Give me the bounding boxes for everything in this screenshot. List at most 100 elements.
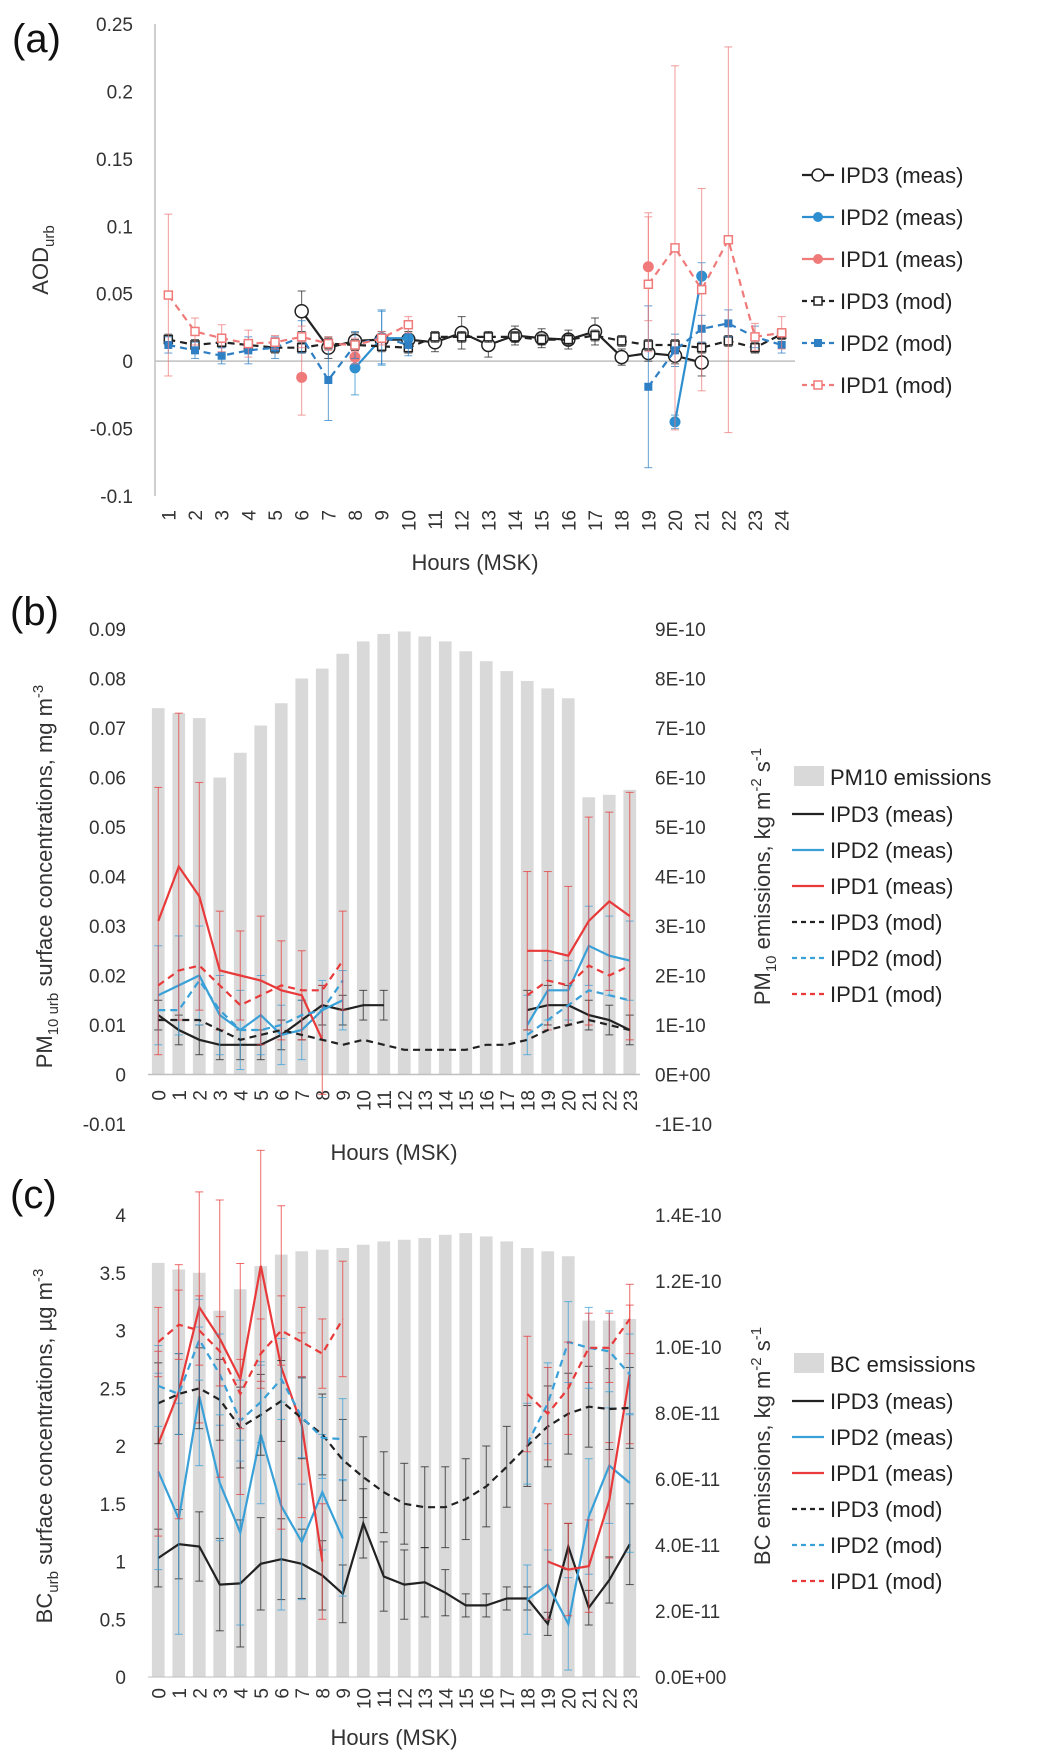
x-axis-label: Hours (MSK) — [330, 1725, 457, 1750]
data-point — [323, 338, 334, 349]
emission-bar — [356, 641, 370, 1075]
data-point — [217, 351, 226, 360]
y-tick-label: -0.1 — [100, 487, 133, 508]
data-point — [349, 362, 361, 374]
series-line — [157, 1318, 344, 1397]
x-tick-label: 4 — [231, 1090, 252, 1101]
series-ipd1-mod- — [163, 46, 787, 434]
x-tick-label: 6 — [272, 1688, 293, 1699]
emission-bar — [438, 641, 452, 1075]
y2-tick-label: -1E-10 — [655, 1115, 712, 1136]
y-tick-label: 1 — [115, 1553, 126, 1574]
x-tick-label: 17 — [586, 510, 607, 531]
x-tick-label: 20 — [559, 1090, 580, 1111]
x-tick-label: 4 — [239, 510, 260, 521]
y-tick-label: 0.09 — [89, 620, 126, 641]
emission-bar — [500, 671, 514, 1075]
series-line — [673, 276, 703, 422]
y2-tick-label: 2.0E-11 — [655, 1602, 720, 1623]
x-tick-label: 17 — [498, 1688, 519, 1709]
emission-bar — [254, 725, 268, 1075]
x-tick-label: 2 — [186, 510, 207, 521]
x-tick-label: 22 — [600, 1688, 621, 1709]
emission-bar — [418, 636, 432, 1075]
data-point — [216, 333, 227, 343]
data-point — [430, 332, 440, 342]
y-tick-label: 0.01 — [89, 1016, 126, 1037]
series-line — [167, 294, 409, 347]
y-tick-label: 0.02 — [89, 967, 126, 988]
y-tick-label: 3 — [115, 1322, 126, 1343]
x-tick-label: 19 — [539, 1090, 560, 1111]
legend-swatch — [794, 766, 824, 786]
x-tick-label: 13 — [416, 1090, 437, 1111]
x-tick-label: 5 — [252, 1688, 273, 1699]
legend-label: IPD3 (mod) — [830, 910, 942, 935]
data-point — [750, 332, 760, 342]
x-tick-label: 18 — [518, 1688, 539, 1709]
x-tick-label: 23 — [621, 1090, 642, 1111]
x-tick-label: 16 — [559, 510, 580, 531]
data-point — [376, 333, 387, 343]
legend-swatch — [794, 1353, 824, 1373]
x-tick-label: 8 — [346, 510, 367, 521]
y-tick-label: 0.03 — [89, 917, 126, 938]
emission-bar — [459, 651, 473, 1075]
legend-label: IPD1 (meas) — [840, 247, 963, 272]
series-line — [647, 322, 783, 388]
series-ipd1-meas- — [154, 1149, 634, 1620]
x-tick-label: 5 — [252, 1090, 273, 1101]
data-point — [696, 284, 707, 295]
legend-label: IPD3 (mod) — [830, 1497, 942, 1522]
x-tick-label: 7 — [293, 1688, 314, 1699]
y-tick-label: 0 — [115, 1668, 126, 1689]
legend-label: PM10 emissions — [830, 765, 991, 790]
series-line — [157, 959, 344, 1007]
legend-label: IPD3 (meas) — [830, 802, 953, 827]
series-line — [157, 1387, 630, 1509]
chart-panel-2: (b) -1E-10 0E+00 1E-10 2E-10 3E-10 4E-10 5E-10 6… — [10, 590, 991, 1165]
x-tick-label: 21 — [693, 510, 714, 531]
x-tick-label: 7 — [293, 1090, 314, 1101]
series-line — [157, 864, 324, 1041]
legend-label: IPD1 (meas) — [830, 1461, 953, 1486]
data-point — [723, 235, 734, 245]
x-tick-label: 24 — [773, 510, 794, 532]
x-tick-label: 6 — [272, 1090, 293, 1101]
x-tick-label: 5 — [266, 510, 287, 521]
y-tick-label: 0.06 — [89, 769, 126, 790]
x-tick-label: 11 — [426, 510, 447, 530]
series-line — [526, 1463, 631, 1628]
x-tick-label: 19 — [539, 1688, 560, 1709]
y2-tick-label: 2E-10 — [655, 967, 706, 988]
x-tick-label: 9 — [373, 510, 394, 521]
y-tick-label: 0.08 — [89, 670, 126, 691]
y2-tick-label: 4E-10 — [655, 868, 706, 889]
x-tick-label: 1 — [159, 510, 180, 521]
series-ipd1-meas- — [154, 712, 634, 1095]
emission-bar — [377, 633, 391, 1075]
data-point — [670, 243, 680, 253]
y-tick-label: 0.5 — [100, 1610, 126, 1631]
emission-bar — [233, 752, 247, 1075]
legend-label: IPD2 (meas) — [830, 838, 953, 863]
x-tick-label: 23 — [621, 1688, 642, 1709]
data-point — [296, 332, 307, 342]
emission-bar — [438, 1234, 452, 1677]
emission-bar — [397, 1239, 411, 1677]
x-tick-label: 9 — [334, 1090, 355, 1101]
legend-marker — [813, 212, 823, 222]
series-ipd2-mod- — [158, 978, 631, 1036]
x-tick-label: 21 — [580, 1688, 601, 1709]
emission-bar — [295, 678, 309, 1075]
y-tick-label: -0.05 — [90, 420, 133, 441]
x-tick-label: 0 — [149, 1090, 170, 1101]
x-tick-label: 13 — [416, 1688, 437, 1709]
data-point — [776, 328, 787, 338]
chart-panel-3: (c) 0.0E+00 2.0E-11 4.0E-11 6.0E-11 8.0E-11 1.… — [10, 1149, 975, 1750]
x-axis-label: Hours (MSK) — [411, 550, 538, 575]
series-line — [157, 1396, 344, 1545]
data-point — [590, 330, 600, 341]
panel-label: (c) — [10, 1173, 57, 1217]
